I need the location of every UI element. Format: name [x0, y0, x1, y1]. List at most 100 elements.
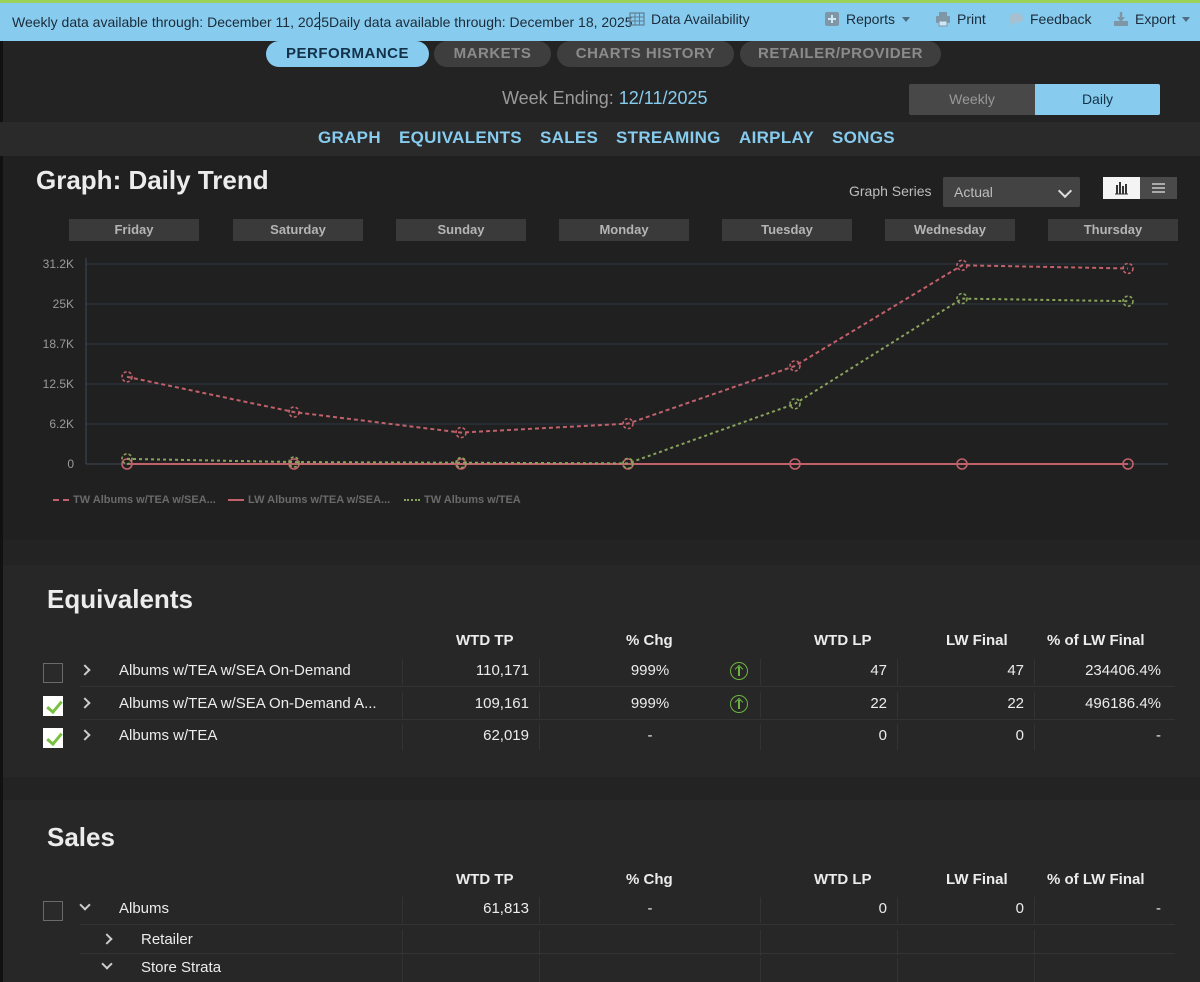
table-row[interactable]: Albums w/TEA 62,019 - 0 0 - [40, 720, 1175, 752]
table-row[interactable]: Albums 61,813 - 0 0 - [40, 893, 1175, 925]
col-wtd-lp[interactable]: WTD LP [814, 632, 872, 649]
col-lw-final[interactable]: LW Final [946, 632, 1008, 649]
series-line-2 [126, 297, 1129, 465]
subnav-equivalents[interactable]: EQUIVALENTS [399, 128, 522, 147]
chevron-right-icon[interactable] [79, 697, 91, 709]
row-wtd-tp: 61,813 [483, 900, 529, 917]
data-point [121, 371, 133, 383]
data-availability-button[interactable]: Data Availability [629, 11, 750, 27]
subnav-airplay[interactable]: AIRPLAY [739, 128, 815, 147]
daily-trend-chart [85, 258, 1168, 470]
print-label: Print [957, 11, 986, 27]
col-lw-final[interactable]: LW Final [946, 871, 1008, 888]
row-wtd-lp: 22 [870, 695, 887, 712]
legend-label: TW Albums w/TEA [424, 494, 521, 506]
data-point [956, 259, 968, 272]
chevron-down-icon [1057, 183, 1073, 199]
row-checkbox[interactable] [43, 696, 63, 716]
y-tick: 31.2K [42, 257, 74, 271]
left-edge [0, 41, 3, 982]
legend-item-tw-albums-tea[interactable]: TW Albums w/TEA [404, 494, 521, 506]
col-pct-lw-final[interactable]: % of LW Final [1047, 871, 1145, 888]
row-checkbox[interactable] [43, 663, 63, 683]
row-wtd-tp: 62,019 [483, 727, 529, 744]
col-wtd-tp[interactable]: WTD TP [456, 632, 514, 649]
col-pct-chg[interactable]: % Chg [626, 871, 673, 888]
print-button[interactable]: Print [935, 11, 986, 27]
list-view-button[interactable] [1140, 177, 1177, 199]
col-wtd-tp[interactable]: WTD TP [456, 871, 514, 888]
chevron-down-icon[interactable] [79, 899, 91, 911]
day-header-monday: Monday [559, 219, 689, 241]
data-point [1122, 295, 1134, 307]
week-ending-value[interactable]: 12/11/2025 [618, 88, 708, 108]
printer-icon [936, 12, 950, 27]
legend-item-lw-albums-tea-sea[interactable]: LW Albums w/TEA w/SEA... [228, 494, 390, 506]
chevron-down-icon[interactable] [101, 958, 113, 970]
data-point [1122, 262, 1134, 275]
chevron-right-icon[interactable] [79, 664, 91, 676]
equivalents-section [3, 565, 1200, 777]
y-tick: 6.2K [49, 417, 74, 431]
row-pct-lw-final: - [1156, 900, 1161, 917]
feedback-button[interactable]: Feedback [1008, 11, 1091, 27]
subnav-graph[interactable]: GRAPH [318, 128, 381, 147]
row-checkbox[interactable] [43, 901, 63, 921]
sales-title: Sales [47, 822, 115, 852]
y-tick: 18.7K [42, 337, 74, 351]
legend-label: TW Albums w/TEA w/SEA... [73, 494, 216, 506]
graph-series-select[interactable]: Actual [943, 177, 1080, 207]
graph-title: Graph: Daily Trend [36, 165, 269, 195]
plus-square-icon [825, 12, 839, 26]
table-row[interactable]: Store Strata [40, 954, 1175, 982]
row-pct-chg: - [647, 727, 653, 744]
export-label: Export [1135, 11, 1176, 27]
reports-menu-button[interactable]: Reports [824, 11, 911, 27]
row-pct-lw-final: 496186.4% [1085, 695, 1161, 712]
row-checkbox[interactable] [43, 728, 63, 748]
feedback-label: Feedback [1030, 11, 1092, 27]
table-row[interactable]: Albums w/TEA w/SEA On-Demand 110,171 999… [40, 655, 1175, 687]
chevron-right-icon[interactable] [101, 933, 113, 945]
legend-swatch [228, 499, 244, 501]
data-point [455, 456, 467, 469]
weekly-toggle[interactable]: Weekly [909, 84, 1035, 115]
table-row[interactable]: Retailer [40, 926, 1175, 956]
speech-bubble-icon [1009, 13, 1023, 26]
subnav-streaming[interactable]: STREAMING [616, 128, 721, 147]
tab-retailer-provider[interactable]: RETAILER/PROVIDER [740, 41, 941, 67]
grid-icon [629, 12, 645, 26]
tab-performance[interactable]: PERFORMANCE [266, 41, 429, 67]
data-point [455, 426, 467, 439]
graph-series-label: Graph Series [849, 183, 932, 199]
row-lw-final: 47 [1007, 662, 1024, 679]
tab-charts-history[interactable]: CHARTS HISTORY [557, 41, 734, 67]
row-pct-lw-final: 234406.4% [1085, 662, 1161, 679]
data-point [956, 292, 968, 305]
weekly-availability-text: Weekly data available through: December … [12, 14, 330, 30]
daily-toggle[interactable]: Daily [1035, 84, 1160, 115]
legend-item-tw-albums-tea-sea[interactable]: TW Albums w/TEA w/SEA... [53, 494, 216, 506]
week-ending: Week Ending: 12/11/2025 [502, 88, 708, 109]
table-row[interactable]: Albums w/TEA w/SEA On-Demand A... 109,16… [40, 688, 1175, 720]
tab-markets[interactable]: MARKETS [434, 41, 551, 67]
subnav-songs[interactable]: SONGS [832, 128, 895, 147]
list-icon [1152, 183, 1165, 193]
sub-navigation: GRAPH EQUIVALENTS SALES STREAMING AIRPLA… [0, 122, 1200, 156]
row-name: Store Strata [141, 959, 222, 976]
row-name: Albums w/TEA [119, 727, 218, 744]
series-line-0 [126, 264, 1129, 434]
chart-view-button[interactable] [1103, 177, 1140, 199]
row-wtd-lp: 0 [878, 900, 887, 917]
col-pct-lw-final[interactable]: % of LW Final [1047, 632, 1145, 649]
data-point [288, 456, 300, 468]
day-header-wednesday: Wednesday [885, 219, 1015, 241]
col-pct-chg[interactable]: % Chg [626, 632, 673, 649]
top-accent-line [0, 0, 1200, 3]
col-wtd-lp[interactable]: WTD LP [814, 871, 872, 888]
row-wtd-lp: 47 [870, 662, 887, 679]
export-menu-button[interactable]: Export [1113, 11, 1191, 27]
subnav-sales[interactable]: SALES [540, 128, 599, 147]
daily-availability-text: Daily data available through: December 1… [329, 14, 633, 30]
chevron-right-icon[interactable] [79, 729, 91, 741]
